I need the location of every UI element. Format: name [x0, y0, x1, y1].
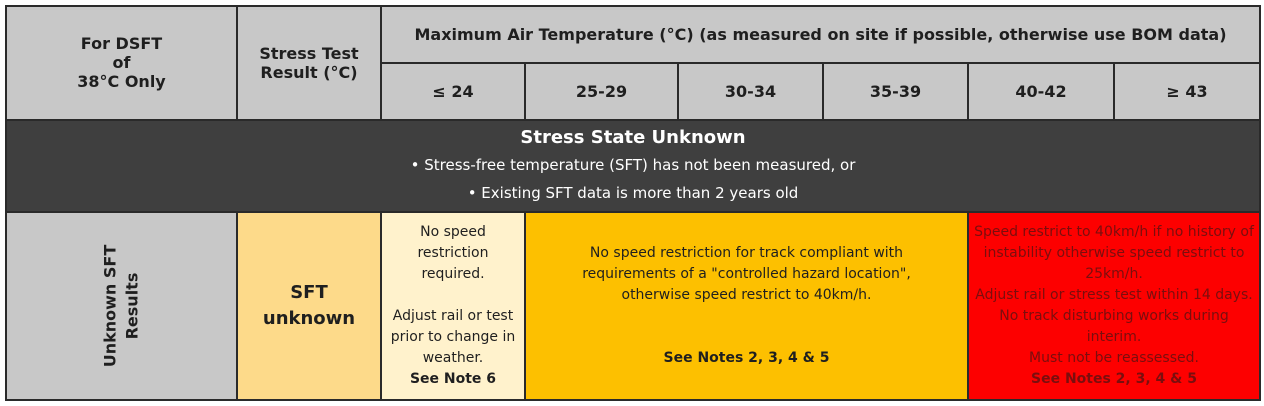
cool-text-line: Adjust rail or test	[392, 308, 514, 325]
stress-test-header-line-1: Stress Test	[259, 43, 359, 63]
dsft-header-cell: For DSFT of 38°C Only	[5, 5, 238, 121]
sft-line-2: unknown	[262, 308, 356, 330]
cool-spacer	[384, 285, 522, 306]
band-bullet: • Existing SFT data is more than 2 years…	[467, 183, 799, 202]
warm-text-line: requirements of a "controlled hazard loc…	[582, 266, 911, 283]
cool-text-line: No speed restriction	[417, 224, 489, 262]
temp-range-header: 35-39	[822, 62, 969, 121]
hot-text-line: instability otherwise speed restrict to	[983, 245, 1245, 262]
cool-note: See Note 6	[409, 371, 497, 388]
row-label-cell: Unknown SFT Results	[5, 211, 238, 401]
cool-text-line: prior to change in	[390, 329, 516, 346]
warm-range-cell: No speed restriction for track compliant…	[524, 211, 969, 401]
hot-note: See Notes 2, 3, 4 & 5	[1031, 371, 1197, 388]
warm-spacer	[526, 306, 967, 327]
row-label-line-1: Unknown SFT	[100, 244, 120, 368]
cool-text-line: required.	[421, 266, 485, 283]
hot-text-line: Must not be reassessed.	[1029, 350, 1199, 367]
warm-text-line: No speed restriction for track compliant…	[589, 245, 904, 262]
hot-text-line: Speed restrict to 40km/h if no history o…	[974, 224, 1254, 241]
warm-note: See Notes 2, 3, 4 & 5	[663, 350, 830, 367]
row-label-rotated: Unknown SFT Results	[99, 245, 143, 368]
band-title: Stress State Unknown	[520, 126, 746, 148]
warm-text-line: otherwise speed restrict to 40km/h.	[621, 287, 872, 304]
max-air-temp-header: Maximum Air Temperature (°C) (as measure…	[380, 4, 1261, 65]
dsft-header-line-2: of	[112, 53, 131, 73]
hot-text-line: Adjust rail or stress test within 14 day…	[975, 287, 1253, 304]
band-bullet: • Stress-free temperature (SFT) has not …	[410, 155, 856, 174]
row-label-line-2: Results	[122, 272, 142, 340]
hot-text-line: 25km/h.	[1085, 266, 1143, 283]
temp-range-header: 30-34	[677, 62, 824, 121]
warm-spacer	[526, 327, 967, 348]
temp-range-header: ≤ 24	[380, 62, 526, 121]
stress-test-header-cell: Stress Test Result (°C)	[236, 5, 382, 121]
sft-line-1: SFT	[290, 282, 328, 304]
temp-range-header: ≥ 43	[1113, 62, 1261, 121]
dsft-header-line-1: For DSFT	[80, 34, 163, 54]
dsft-header-line-3: 38°C Only	[77, 72, 166, 92]
stress-state-band: Stress State Unknown • Stress-free tempe…	[5, 118, 1261, 214]
stress-state-table: For DSFT of 38°C Only Stress Test Result…	[5, 4, 1261, 401]
stress-test-header-line-2: Result (°C)	[260, 62, 358, 82]
sft-unknown-cell: SFT unknown	[236, 211, 382, 401]
hot-range-cell: Speed restrict to 40km/h if no history o…	[967, 211, 1261, 401]
hot-text-line: No track disturbing works during interim…	[999, 308, 1229, 346]
cool-text-line: weather.	[422, 350, 484, 367]
temp-range-header: 40-42	[967, 62, 1115, 121]
temp-range-header: 25-29	[524, 62, 679, 121]
cool-range-cell: No speed restriction required. Adjust ra…	[380, 211, 526, 401]
